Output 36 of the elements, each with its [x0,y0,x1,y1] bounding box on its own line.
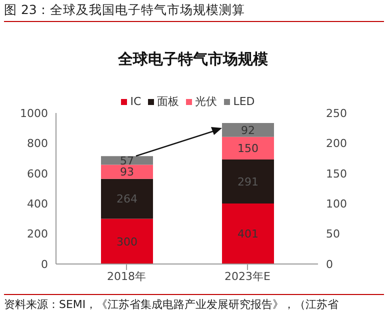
chart-title: 全球电子特气市场规模 [116,50,269,69]
data-label: 291 [238,175,258,188]
y2-tick-label: 50 [326,228,340,241]
y-tick-label: 0 [41,258,48,271]
y-tick-label: 400 [27,198,48,211]
x-tick-label: 2018年 [107,270,146,283]
y-tick-label: 600 [27,167,48,180]
y2-tick-label: 150 [326,167,347,180]
data-label: 300 [116,235,138,248]
legend-label: 面板 [156,94,180,109]
data-label: 92 [241,124,255,137]
bar [101,156,153,165]
y2-tick-label: 100 [326,198,347,211]
y2-tick-label: 200 [326,137,347,150]
y-tick-label: 1000 [20,106,48,120]
bar [222,160,274,204]
data-label: 264 [116,192,138,206]
chart-subtitle: 图 23：全球及我国电子特气市场规模测算 [4,2,384,22]
bar [222,136,274,160]
bar [101,218,153,264]
x-tick-label: 2023年E [224,270,271,283]
data-label: 57 [120,154,134,168]
bar [222,203,274,264]
legend-label: LED [232,94,255,109]
bar [101,178,153,219]
y2-tick-label: 250 [326,106,347,120]
text: 资料来源：SEMI，《江苏省集成电路产业发展研究报告》，（江苏省 [4,294,384,312]
y2-tick-label: 0 [326,258,333,271]
legend-label: IC [129,94,142,109]
data-label: 401 [238,228,258,241]
y-tick-label: 200 [27,228,48,241]
legend-label: 光伏 [194,94,218,109]
data-label: 93 [120,166,134,179]
data-label: 150 [238,142,258,156]
bar [101,164,153,179]
y-tick-label: 800 [27,137,48,150]
